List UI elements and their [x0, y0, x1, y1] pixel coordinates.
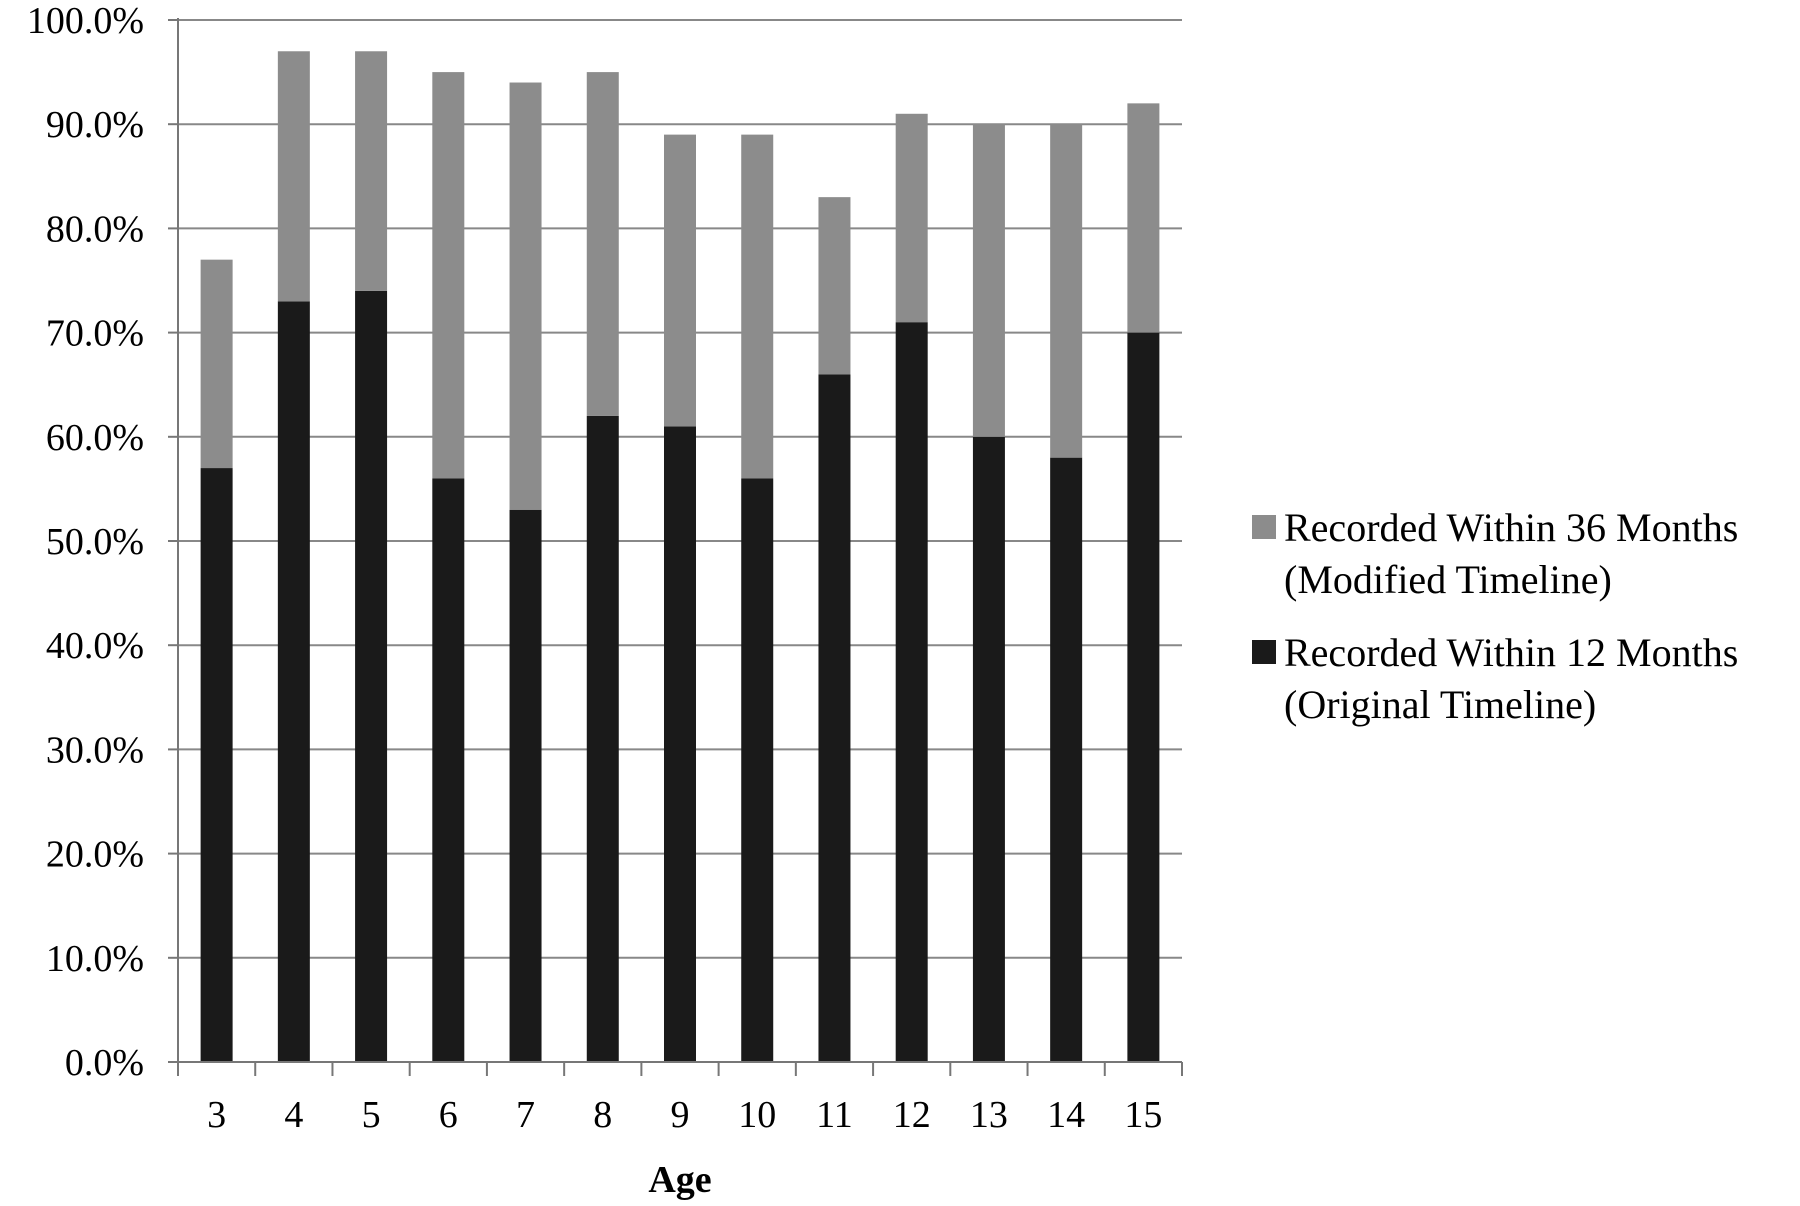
bar-segment-36-months: [1127, 103, 1160, 333]
x-tick-label: 14: [1047, 1094, 1085, 1136]
y-tick-label: 60.0%: [46, 417, 144, 459]
legend-label: (Original Timeline): [1284, 682, 1596, 727]
bar-segment-36-months: [972, 124, 1005, 437]
x-tick-label: 5: [362, 1094, 381, 1136]
bar-segment-36-months: [432, 72, 465, 479]
bar-segment-12-months: [972, 436, 1005, 1062]
bar-segment-12-months: [1127, 332, 1160, 1063]
bar-segment-36-months: [509, 82, 542, 510]
bar-segment-12-months: [1050, 457, 1083, 1062]
bar-segment-36-months: [277, 51, 310, 302]
x-tick-label: 7: [516, 1094, 535, 1136]
x-tick-label: 11: [816, 1094, 853, 1136]
bar-segment-36-months: [664, 134, 696, 427]
x-tick-label: 9: [671, 1094, 690, 1136]
y-tick-labels: 0.0% 10.0% 20.0% 30.0% 40.0% 50.0% 60.0% 70.0% 8…: [27, 0, 144, 1084]
bar-segment-12-months: [741, 478, 774, 1063]
bar-segment-36-months: [355, 51, 388, 291]
legend-swatch: [1252, 640, 1276, 664]
x-tick-label: 15: [1124, 1094, 1162, 1136]
bar-segment-12-months: [277, 301, 310, 1063]
bar-segment-36-months: [586, 72, 619, 416]
y-tick-label: 20.0%: [46, 834, 144, 876]
y-tick-label: 30.0%: [46, 729, 144, 771]
y-tick-label: 70.0%: [46, 313, 144, 355]
y-tick-label: 50.0%: [46, 521, 144, 563]
y-tick-label: 100.0%: [27, 0, 144, 42]
bars: [200, 51, 1160, 1063]
y-tick-label: 10.0%: [46, 938, 144, 980]
legend-label: Recorded Within 12 Months: [1284, 630, 1738, 675]
x-tick-labels: 3 4 5 6 7 8 9 10 11 12 13 14 15: [207, 1094, 1162, 1136]
legend-label: (Modified Timeline): [1284, 557, 1612, 602]
x-axis-title: Age: [648, 1159, 711, 1201]
x-tick-label: 4: [284, 1094, 303, 1136]
bar-segment-12-months: [509, 509, 542, 1062]
bar-segment-36-months: [818, 197, 851, 375]
bar-segment-36-months: [741, 134, 774, 479]
legend-swatch: [1252, 515, 1276, 539]
y-tick-label: 90.0%: [46, 104, 144, 146]
bar-segment-36-months: [895, 113, 928, 323]
x-tick-label: 8: [593, 1094, 612, 1136]
bar-segment-12-months: [818, 374, 851, 1062]
bar-segment-12-months: [664, 426, 696, 1062]
x-tick-label: 10: [738, 1094, 776, 1136]
bar-segment-12-months: [895, 322, 928, 1062]
bar-segment-36-months: [200, 259, 233, 469]
bar-segment-12-months: [200, 468, 233, 1062]
bar-segment-12-months: [432, 478, 465, 1063]
x-tick-label: 13: [970, 1094, 1008, 1136]
x-tick-label: 12: [893, 1094, 931, 1136]
legend: Recorded Within 36 Months (Modified Timel…: [1252, 505, 1738, 727]
bar-segment-12-months: [355, 290, 388, 1062]
y-tick-label: 0.0%: [65, 1042, 144, 1084]
y-tick-label: 40.0%: [46, 625, 144, 667]
x-tick-label: 3: [207, 1094, 226, 1136]
axes: [168, 18, 1183, 1076]
bar-segment-12-months: [586, 415, 619, 1063]
legend-label: Recorded Within 36 Months: [1284, 505, 1738, 550]
y-tick-label: 80.0%: [46, 208, 144, 250]
x-tick-label: 6: [439, 1094, 458, 1136]
bar-segment-36-months: [1050, 124, 1083, 458]
